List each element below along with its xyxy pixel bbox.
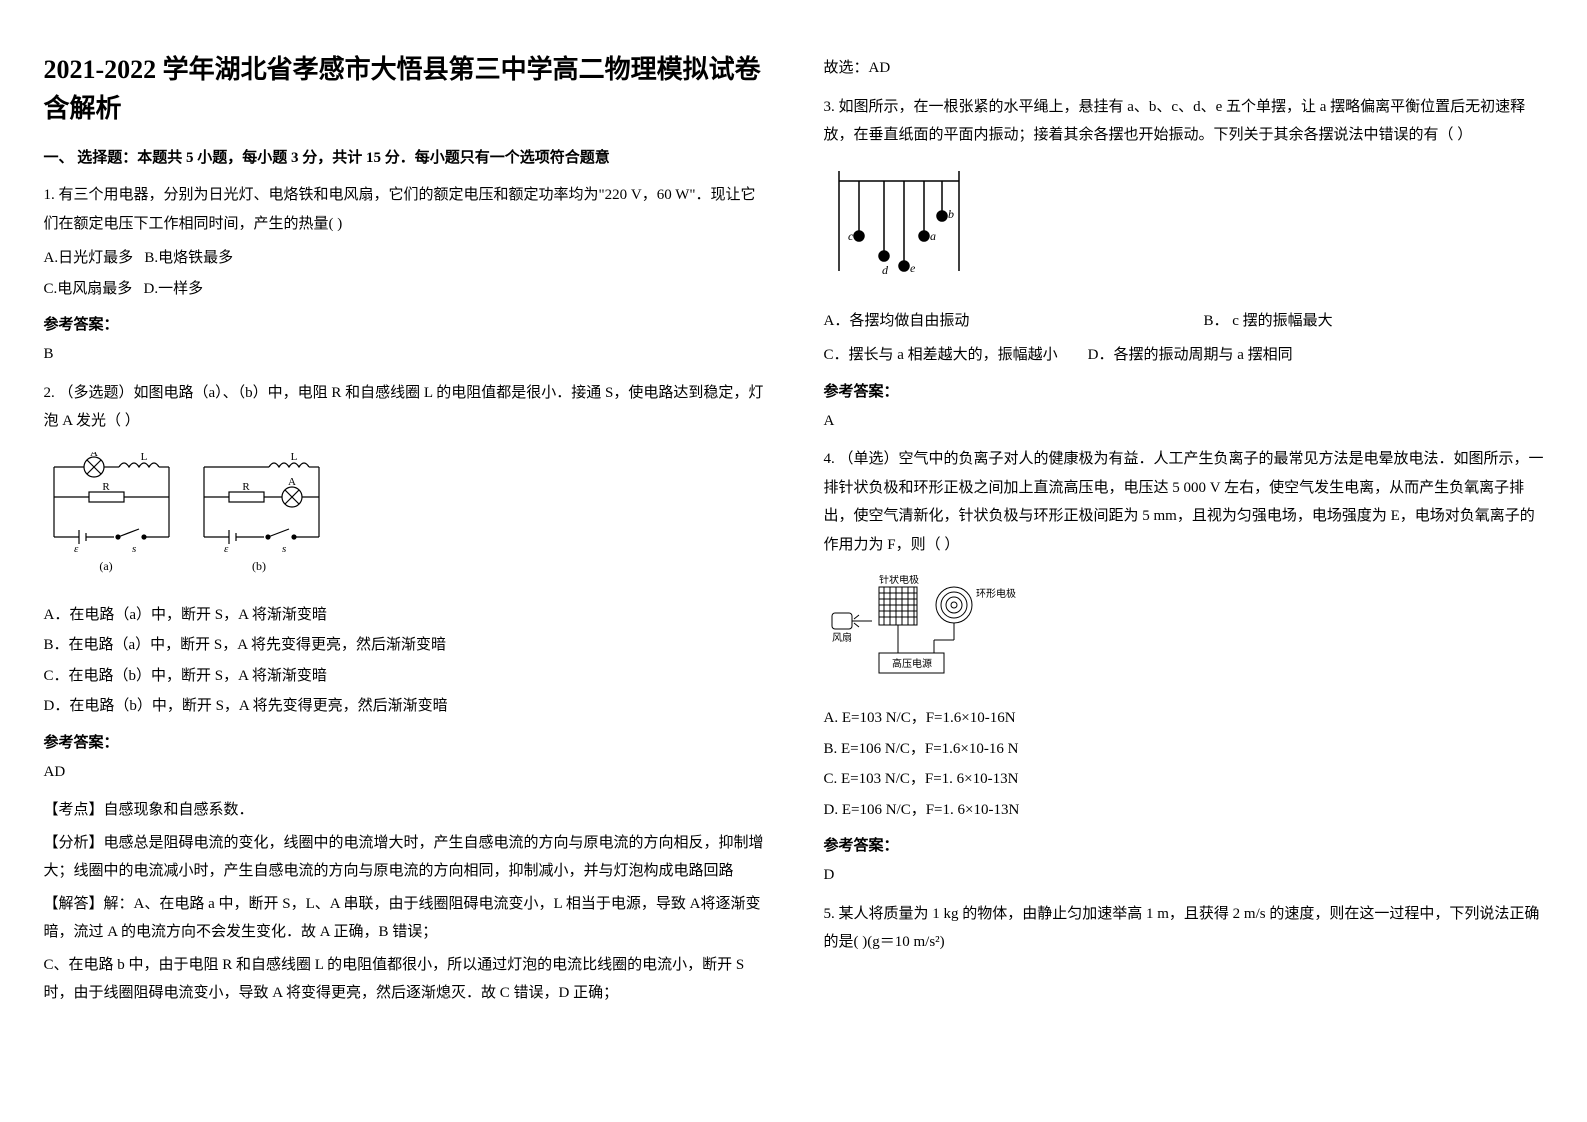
q1-opt-b: B.电烙铁最多 (144, 250, 233, 266)
p-label-e: e (910, 261, 916, 275)
q1-options: A.日光灯最多 B.电烙铁最多 C.电风扇最多 D.一样多 (44, 244, 764, 303)
q1-stem: 1. 有三个用电器，分别为日光灯、电烙铁和电风扇，它们的额定电压和额定功率均为"… (44, 181, 764, 238)
q2-opt-d: D．在电路（b）中，断开 S，A 将先变得更亮，然后渐渐变暗 (44, 692, 764, 721)
q3-opt-d: D．各摆的振动周期与 a 摆相同 (1088, 341, 1293, 370)
q2-label-e2: ε (224, 543, 229, 555)
p-label-d: d (882, 263, 889, 277)
q2-circuit-diagram: A L R ε s (a) (44, 452, 324, 582)
ion-label-hv: 高压电源 (892, 657, 932, 670)
q2-label-R2: R (242, 481, 250, 493)
q2-label-L2: L (290, 452, 297, 463)
q2-answer: AD (44, 758, 764, 787)
q3-opt-b: B． c 摆的振幅最大 (1204, 307, 1544, 336)
q4-answer-label: 参考答案： (824, 834, 1544, 855)
q1-opt-d: D.一样多 (144, 281, 204, 297)
q1-answer: B (44, 340, 764, 369)
q3-opt-a: A．各摆均做自由振动 (824, 307, 1164, 336)
q2-answer-label: 参考答案： (44, 731, 764, 752)
q3-options: A．各摆均做自由振动 B． c 摆的振幅最大 C．摆长与 a 相差越大的，振幅越… (824, 307, 1544, 370)
ion-label-needle: 针状电极 (879, 575, 919, 586)
q3-answer: A (824, 407, 1544, 436)
q3-answer-label: 参考答案： (824, 380, 1544, 401)
q3-opt-c: C．摆长与 a 相差越大的，振幅越小 (824, 341, 1058, 370)
q1-opt-c: C.电风扇最多 (44, 281, 133, 297)
q4-answer: D (824, 861, 1544, 890)
q2-label-s1: s (132, 543, 136, 555)
ion-label-ring: 环形电极 (976, 587, 1016, 600)
q5-stem: 5. 某人将质量为 1 kg 的物体，由静止匀加速举高 1 m，且获得 2 m/… (824, 900, 1544, 957)
q3-pendulum-diagram: c d e a b (824, 166, 974, 286)
right-column: 故选：AD 3. 如图所示，在一根张紧的水平绳上，悬挂有 a、b、c、d、e 五… (824, 50, 1544, 1012)
q4-opt-c: C. E=103 N/C，F=1. 6×10-13N (824, 765, 1544, 794)
q2-caption-b: (b) (252, 559, 266, 573)
p-label-b: b (948, 207, 954, 221)
q2-opt-a: A．在电路（a）中，断开 S，A 将渐渐变暗 (44, 601, 764, 630)
q2-caption-a: (a) (99, 559, 112, 573)
q4-options: A. E=103 N/C，F=1.6×10-16N B. E=106 N/C，F… (824, 704, 1544, 824)
q4-opt-b: B. E=106 N/C，F=1.6×10-16 N (824, 735, 1544, 764)
q2-jieda3: 故选：AD (824, 54, 1544, 83)
q1-opt-a: A.日光灯最多 (44, 250, 134, 266)
q2-label-L1: L (140, 452, 147, 463)
q2-label-A1: A (90, 452, 98, 459)
q2-jieda1: 【解答】解：A、在电路 a 中，断开 S，L、A 串联，由于线圈阻碍电流变小，L… (44, 890, 764, 947)
q2-label-A2: A (288, 476, 296, 488)
q2-label-s2: s (282, 543, 286, 555)
q1-answer-label: 参考答案： (44, 313, 764, 334)
q2-kaodian: 【考点】自感现象和自感系数． (44, 796, 764, 825)
q4-ion-diagram: 针状电极 环形电极 风扇 高压电源 (824, 575, 1024, 685)
paper-title: 2021-2022 学年湖北省孝感市大悟县第三中学高二物理模拟试卷含解析 (44, 50, 764, 128)
section-1-heading: 一、 选择题：本题共 5 小题，每小题 3 分，共计 15 分．每小题只有一个选… (44, 146, 764, 167)
q2-opt-b: B．在电路（a）中，断开 S，A 将先变得更亮，然后渐渐变暗 (44, 631, 764, 660)
p-label-c: c (848, 229, 854, 243)
p-label-a: a (930, 229, 936, 243)
ion-label-fan: 风扇 (832, 631, 852, 644)
q4-stem: 4. （单选）空气中的负离子对人的健康极为有益．人工产生负离子的最常见方法是电晕… (824, 445, 1544, 559)
q2-fenxi: 【分析】电感总是阻碍电流的变化，线圈中的电流增大时，产生自感电流的方向与原电流的… (44, 829, 764, 886)
q2-opt-c: C．在电路（b）中，断开 S，A 将渐渐变暗 (44, 662, 764, 691)
q3-stem: 3. 如图所示，在一根张紧的水平绳上，悬挂有 a、b、c、d、e 五个单摆，让 … (824, 93, 1544, 150)
q2-jieda2: C、在电路 b 中，由于电阻 R 和自感线圈 L 的电阻值都很小，所以通过灯泡的… (44, 951, 764, 1008)
q2-options: A．在电路（a）中，断开 S，A 将渐渐变暗 B．在电路（a）中，断开 S，A … (44, 601, 764, 721)
q4-opt-d: D. E=106 N/C，F=1. 6×10-13N (824, 796, 1544, 825)
q2-stem: 2. （多选题）如图电路（a）、（b）中，电阻 R 和自感线圈 L 的电阻值都是… (44, 379, 764, 436)
q2-label-R1: R (102, 481, 110, 493)
exam-page: 2021-2022 学年湖北省孝感市大悟县第三中学高二物理模拟试卷含解析 一、 … (44, 50, 1544, 1012)
left-column: 2021-2022 学年湖北省孝感市大悟县第三中学高二物理模拟试卷含解析 一、 … (44, 50, 764, 1012)
q4-opt-a: A. E=103 N/C，F=1.6×10-16N (824, 704, 1544, 733)
q2-label-e1: ε (74, 543, 79, 555)
